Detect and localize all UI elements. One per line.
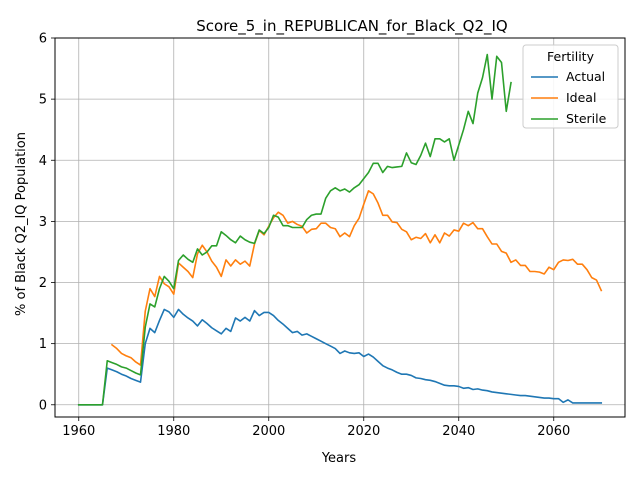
legend-label-ideal: Ideal: [566, 90, 596, 105]
legend-label-sterile: Sterile: [566, 111, 607, 126]
y-tick-label: 6: [39, 32, 47, 47]
x-tick-label: 2060: [537, 424, 570, 439]
y-axis-label: % of Black Q2_IQ Population: [14, 132, 29, 316]
x-axis-label: Years: [321, 451, 357, 466]
legend: Fertility Actual Ideal Sterile: [522, 44, 619, 129]
x-tick-label: 1960: [62, 424, 95, 439]
series-line-actual: [77, 308, 603, 406]
plot-frame: [54, 37, 626, 418]
y-tick-label: 3: [39, 215, 47, 230]
series-line-ideal: [110, 190, 603, 366]
series-lines: [77, 53, 603, 406]
series-line-sterile: [77, 53, 512, 406]
x-tick-label: 2020: [347, 424, 380, 439]
x-tick-label: 1980: [157, 424, 190, 439]
x-tick-label: 2000: [252, 424, 285, 439]
y-tick-label: 0: [39, 398, 47, 413]
x-tick-label: 2040: [442, 424, 475, 439]
legend-label-actual: Actual: [566, 69, 605, 84]
y-tick-label: 1: [39, 337, 47, 352]
legend-box: [522, 44, 619, 129]
y-tick-label: 2: [39, 276, 47, 291]
legend-title: Fertility: [547, 49, 595, 64]
axis-ticks: 1960 1980 2000 2020 2040 2060 0 1 2 3 4 5 6: [39, 32, 571, 440]
y-tick-label: 5: [39, 93, 47, 108]
y-tick-label: 4: [39, 154, 47, 169]
chart-title: Score_5_in_REPUBLICAN_for_Black_Q2_IQ: [196, 17, 507, 36]
